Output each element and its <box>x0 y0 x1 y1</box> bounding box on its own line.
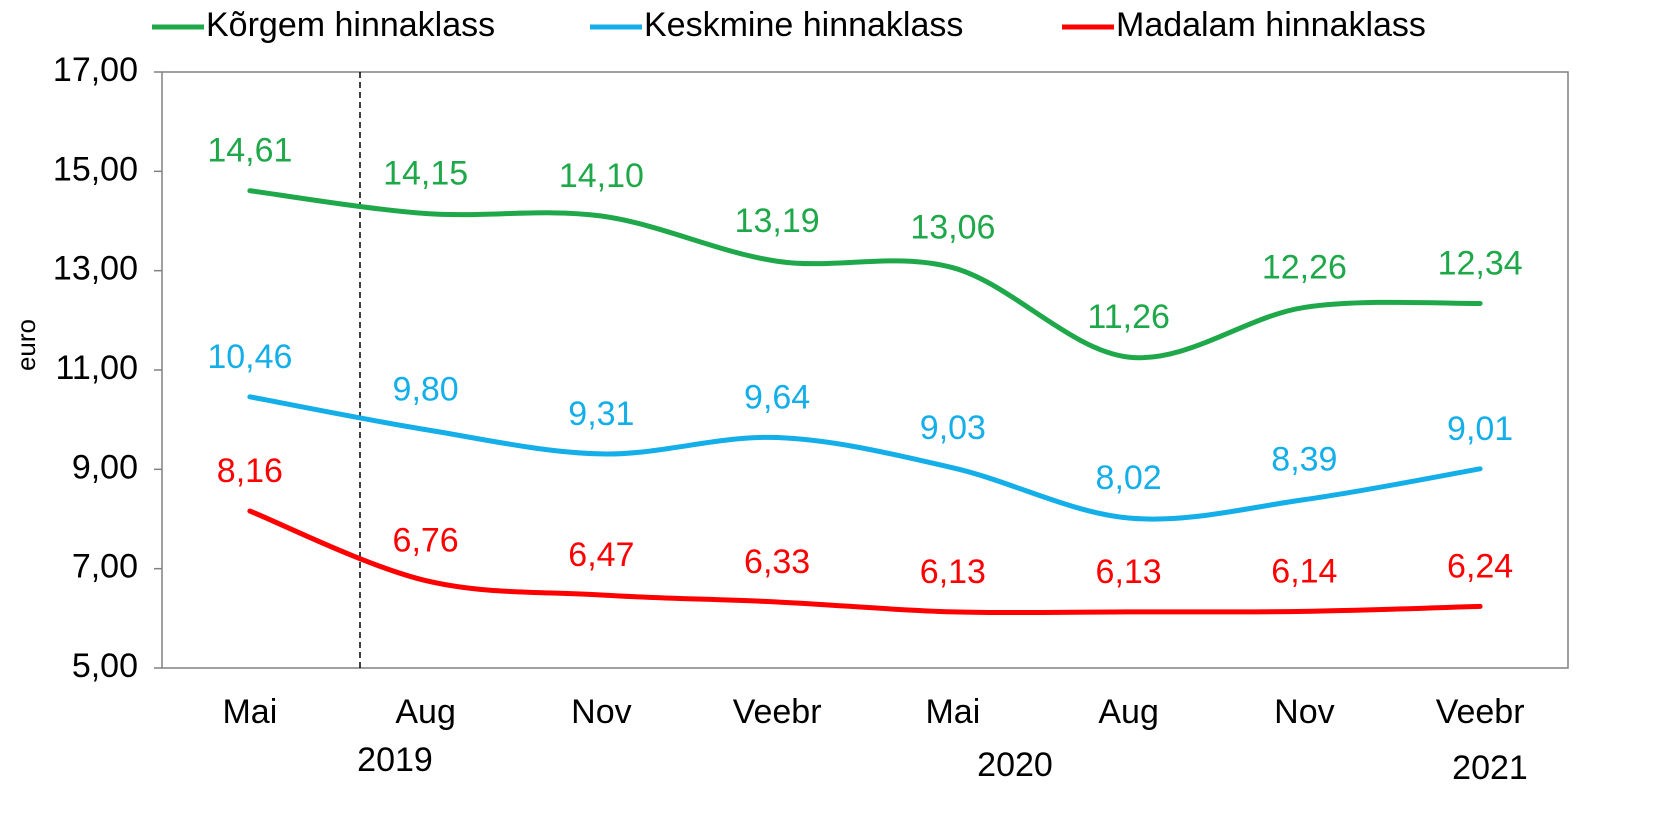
data-label: 8,02 <box>1096 459 1162 497</box>
y-tick-label: 15,00 <box>53 150 138 188</box>
y-tick-label: 17,00 <box>53 51 138 89</box>
series-line <box>247 188 1483 361</box>
data-label: 8,16 <box>217 452 283 490</box>
data-label: 12,34 <box>1438 244 1523 282</box>
data-label: 14,10 <box>559 157 644 195</box>
data-label: 6,14 <box>1271 552 1337 590</box>
data-label: 6,76 <box>393 522 459 560</box>
data-label: 6,13 <box>1096 553 1162 591</box>
data-label: 9,01 <box>1447 410 1513 448</box>
y-tick-label: 11,00 <box>55 349 138 387</box>
data-label: 6,47 <box>568 536 634 574</box>
y-tick-label: 7,00 <box>72 548 138 586</box>
x-tick-label: Aug <box>1098 693 1159 731</box>
data-label: 9,64 <box>744 379 810 417</box>
legend-label: Kõrgem hinnaklass <box>206 6 495 44</box>
year-label: 2020 <box>977 746 1053 784</box>
y-tick-label: 5,00 <box>72 647 138 685</box>
data-label: 14,61 <box>207 132 292 170</box>
data-label: 9,03 <box>920 409 986 447</box>
year-label: 2019 <box>357 741 433 779</box>
legend-label: Madalam hinnaklass <box>1116 6 1426 44</box>
data-label: 12,26 <box>1262 248 1347 286</box>
data-label: 9,31 <box>568 395 634 433</box>
x-tick-label: Nov <box>1274 693 1334 731</box>
y-tick-label: 13,00 <box>53 250 138 288</box>
legend-label: Keskmine hinnaklass <box>644 6 963 44</box>
data-label: 13,19 <box>735 202 820 240</box>
data-label: 6,33 <box>744 543 810 581</box>
y-axis-label: euro <box>11 319 41 371</box>
data-label: 10,46 <box>207 338 292 376</box>
x-tick-label: Mai <box>222 693 277 731</box>
x-tick-label: Aug <box>395 693 456 731</box>
x-tick-label: Veebr <box>1436 693 1525 731</box>
data-label: 13,06 <box>910 209 995 247</box>
data-label: 9,80 <box>393 371 459 409</box>
series-line <box>247 508 1483 616</box>
data-label: 6,24 <box>1447 547 1513 585</box>
data-label: 11,26 <box>1087 298 1170 336</box>
data-label: 6,13 <box>920 553 986 591</box>
x-tick-label: Veebr <box>733 693 822 731</box>
data-label: 14,15 <box>383 155 468 193</box>
x-tick-label: Nov <box>571 693 631 731</box>
x-tick-label: Mai <box>925 693 980 731</box>
y-tick-label: 9,00 <box>72 448 138 486</box>
series-line <box>247 394 1483 522</box>
data-label: 8,39 <box>1271 441 1337 479</box>
plot-frame <box>161 71 1569 669</box>
year-label: 2021 <box>1452 749 1528 787</box>
